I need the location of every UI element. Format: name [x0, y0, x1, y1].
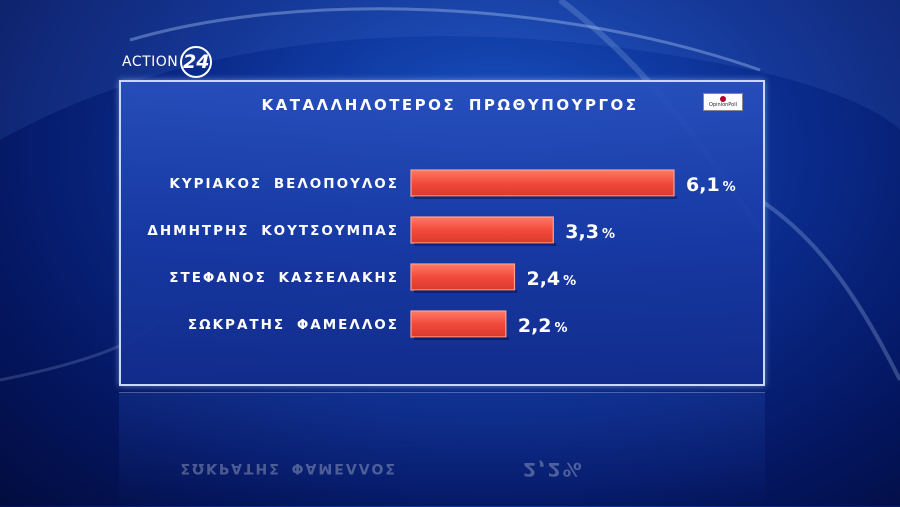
panel-reflection: [119, 392, 765, 507]
reflection-value: 2,2%: [523, 458, 584, 480]
category-label: ΔΗΜΗΤΡΗΣ ΚΟΥΤΣΟΥΜΠΑΣ: [147, 223, 399, 239]
opinionpoll-badge: OpinionPoll: [703, 93, 743, 111]
bar-shadow: [414, 243, 557, 246]
category-label: ΣΤΕΦΑΝΟΣ ΚΑΣΣΕΛΑΚΗΣ: [169, 270, 399, 286]
reflection-text: ΣΩΚΡΑΤΗΣ ΦΑΜΕΛΛΟΣ 2,2%: [0, 452, 900, 482]
bar-shadow: [414, 337, 509, 340]
value-label: 2,4%: [526, 268, 576, 290]
category-label: ΣΩΚΡΑΤΗΣ ΦΑΜΕΛΛΟΣ: [188, 317, 399, 333]
bar-shadow: [414, 196, 677, 199]
value-label: 6,1%: [686, 174, 736, 196]
bar-shadow: [414, 290, 518, 293]
badge-text: OpinionPoll: [709, 102, 737, 108]
category-label: ΚΥΡΙΑΚΟΣ ΒΕΛΟΠΟΥΛΟΣ: [169, 176, 399, 192]
action24-logo: ACTION 24: [122, 42, 213, 82]
value-label: 2,2%: [518, 315, 568, 337]
logo-word: ACTION: [122, 54, 179, 70]
reflection-name: ΣΩΚΡΑΤΗΣ ΦΑΜΕΛΛΟΣ: [180, 460, 397, 476]
bar: [410, 169, 675, 197]
logo-number: 24: [180, 46, 213, 78]
bar: [410, 216, 554, 244]
bar: [410, 310, 507, 338]
chart-title: ΚΑΤΑΛΛΗΛΟΤΕΡΟΣ ΠΡΩΘΥΠΟΥΡΓΟΣ: [261, 96, 639, 114]
opinionpoll-dot-icon: [720, 96, 726, 102]
bar: [410, 263, 516, 291]
value-label: 3,3%: [565, 221, 615, 243]
